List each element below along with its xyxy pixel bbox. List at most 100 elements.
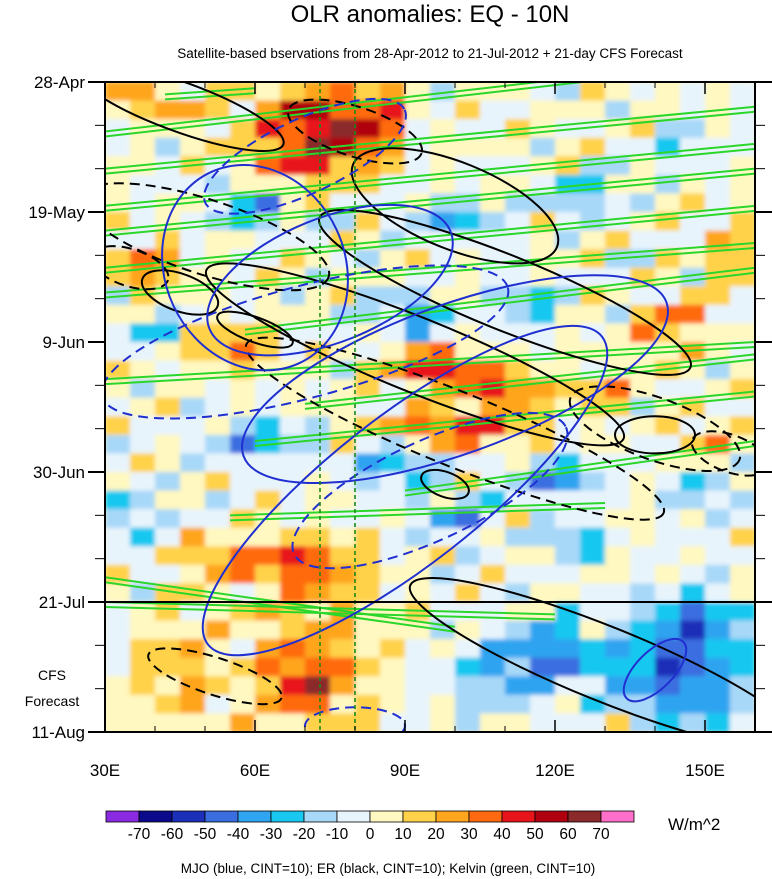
mjo-contour	[203, 97, 407, 215]
heatmap-cell	[405, 360, 431, 380]
heatmap-cell	[655, 174, 681, 195]
heatmap-cell	[180, 230, 206, 250]
heatmap-cell	[230, 564, 256, 585]
heatmap-cell	[680, 657, 706, 677]
heatmap-cell	[105, 676, 131, 696]
heatmap-cell	[530, 713, 556, 732]
heatmap-cell	[305, 472, 331, 492]
heatmap-cell	[480, 527, 506, 547]
heatmap-cell	[130, 434, 156, 455]
heatmap-cell	[605, 304, 631, 325]
heatmap-cell	[230, 676, 256, 696]
heatmap-cell	[630, 304, 656, 325]
heatmap-cell	[730, 286, 755, 306]
heatmap-cell	[255, 490, 281, 510]
heatmap-cell	[680, 676, 706, 696]
heatmap-cell	[155, 379, 181, 399]
heatmap-cell	[530, 360, 556, 380]
heatmap-cell	[255, 416, 281, 436]
heatmap-cell	[630, 193, 656, 213]
heatmap-cell	[505, 100, 531, 120]
heatmap-cell	[580, 657, 606, 677]
heatmap-cell	[505, 509, 531, 529]
heatmap-cell	[480, 193, 506, 213]
heatmap-cell	[130, 82, 156, 102]
heatmap-cell	[555, 527, 581, 547]
kelvin-contour	[254, 390, 755, 448]
heatmap-cell	[105, 490, 131, 510]
heatmap-cell	[130, 360, 156, 380]
heatmap-cell	[505, 323, 531, 343]
heatmap-cell	[605, 490, 631, 510]
heatmap-cell	[530, 676, 556, 696]
heatmap-cell	[505, 174, 531, 195]
heatmap-cell	[380, 583, 406, 603]
heatmap-cell	[680, 119, 706, 139]
heatmap-cell	[405, 509, 431, 529]
colorbar-swatch	[402, 810, 437, 823]
heatmap-cell	[430, 657, 456, 677]
heatmap-cell	[480, 694, 506, 715]
heatmap-cell	[105, 509, 131, 529]
heatmap-cell	[330, 527, 356, 547]
heatmap-cell	[605, 546, 631, 566]
heatmap-cell	[255, 620, 281, 640]
heatmap-cell	[330, 546, 356, 566]
heatmap-cell	[230, 174, 256, 195]
heatmap-cell	[505, 82, 531, 102]
heatmap-cell	[355, 639, 381, 659]
heatmap-cell	[555, 82, 581, 102]
heatmap-cell	[355, 472, 381, 492]
heatmap-cell	[705, 360, 731, 380]
heatmap-cell	[255, 286, 281, 306]
heatmap-cell	[330, 416, 356, 436]
heatmap-cell	[180, 490, 206, 510]
heatmap-cell	[330, 267, 356, 287]
heatmap-cell	[455, 657, 481, 677]
heatmap-cell	[205, 509, 231, 529]
heatmap-cell	[155, 286, 181, 306]
heatmap-cell	[730, 713, 755, 732]
heatmap-cell	[105, 249, 131, 269]
heatmap-cell	[155, 639, 181, 659]
heatmap-cell	[305, 713, 331, 732]
heatmap-cell	[580, 360, 606, 380]
heatmap-cell	[380, 323, 406, 343]
forecast-label-line2: Forecast	[25, 693, 80, 709]
heatmap-cell	[105, 694, 131, 715]
heatmap-cell	[330, 639, 356, 659]
heatmap-cell	[305, 119, 331, 139]
heatmap-cell	[730, 602, 755, 622]
heatmap-cell	[330, 82, 356, 102]
heatmap-cell	[680, 602, 706, 622]
heatmap-cell	[405, 100, 431, 120]
heatmap-cell	[305, 694, 331, 715]
heatmap-cell	[680, 490, 706, 510]
heatmap-cell	[630, 583, 656, 603]
heatmap-cell	[255, 193, 281, 213]
colorbar-label: -60	[161, 826, 184, 843]
heatmap-cell	[580, 267, 606, 287]
heatmap-cell	[505, 694, 531, 715]
colorbar-swatch	[567, 810, 602, 823]
heatmap-cell	[530, 602, 556, 622]
heatmap-cell	[155, 546, 181, 566]
colorbar-label: -30	[260, 826, 283, 843]
heatmap-cell	[330, 156, 356, 176]
heatmap-cell	[230, 416, 256, 436]
heatmap-cell	[680, 583, 706, 603]
forecast-label-line1: CFS	[38, 667, 66, 683]
heatmap-cell	[205, 676, 231, 696]
heatmap-cell	[680, 694, 706, 715]
heatmap-cell	[680, 304, 706, 325]
heatmap-cell	[180, 527, 206, 547]
heatmap-cell	[455, 323, 481, 343]
heatmap-cell	[180, 434, 206, 455]
heatmap-cell	[705, 639, 731, 659]
heatmap-cell	[255, 82, 281, 102]
heatmap-cell	[555, 137, 581, 157]
heatmap-cell	[130, 694, 156, 715]
heatmap-cell	[330, 676, 356, 696]
heatmap-cell	[505, 583, 531, 603]
